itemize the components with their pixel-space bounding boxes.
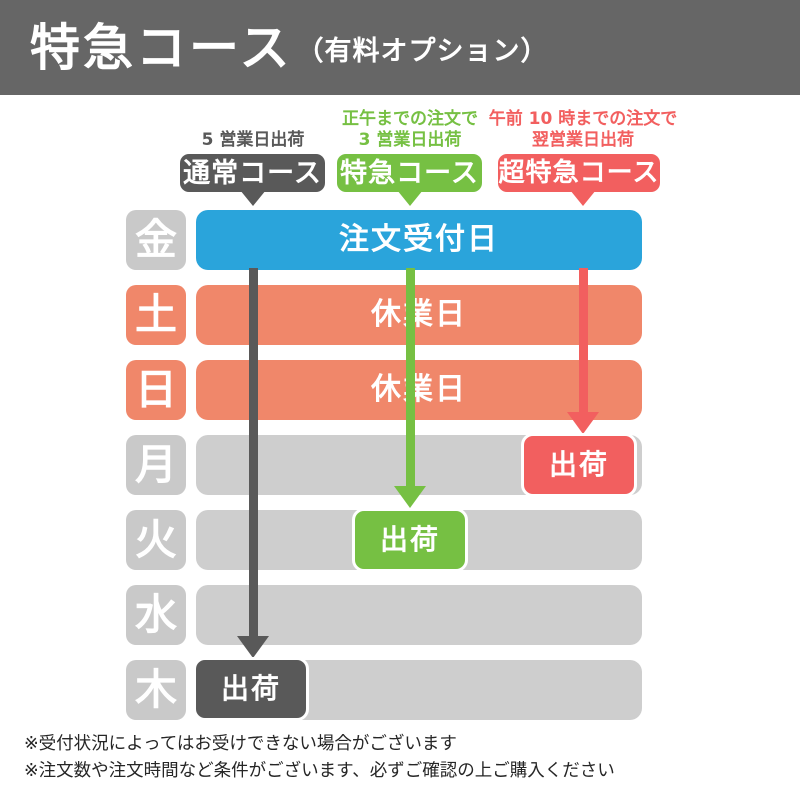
note-express-line1: 正午までの注文で (342, 109, 478, 129)
day-label-saturday: 土 (126, 285, 186, 345)
arrow-shaft-normal (249, 268, 258, 636)
ship-badge-monday: 出荷 (521, 433, 637, 497)
note-express-line2: 3 営業日出荷 (358, 130, 462, 150)
ship-badge-tuesday: 出荷 (352, 508, 468, 572)
day-label-sunday: 日 (126, 360, 186, 420)
page-title: 特急コース (30, 18, 293, 77)
closed-day-bar-saturday: 休業日 (196, 285, 642, 345)
weekday-bar-wednesday (196, 585, 642, 645)
arrow-head-super-express (567, 412, 599, 434)
arrow-head-normal (237, 636, 269, 658)
note-super-line1: 午前 10 時までの注文で (488, 109, 678, 129)
day-label-wednesday: 水 (126, 585, 186, 645)
closed-day-bar-sunday: 休業日 (196, 360, 642, 420)
footer-note-1: ※受付状況によってはお受けできない場合がございます (24, 734, 457, 754)
bubble-tail-normal (240, 190, 266, 206)
order-reception-bar: 注文受付日 (196, 210, 642, 270)
page-title-suffix: （有料オプション） (296, 36, 549, 67)
note-super-line2: 翌営業日出荷 (532, 130, 634, 150)
arrow-shaft-super-express (579, 268, 588, 412)
day-label-thursday: 木 (126, 660, 186, 720)
bubble-super-express-course: 超特急コース (498, 154, 660, 192)
ship-badge-thursday: 出荷 (193, 657, 309, 721)
footer-note-2: ※注文数や注文時間など条件がございます、必ずご確認の上ご購入ください (24, 761, 615, 781)
bubble-tail-super-express (570, 190, 596, 206)
note-super-express-course: 午前 10 時までの注文で 翌営業日出荷 (463, 109, 703, 151)
bubble-tail-express (397, 190, 423, 206)
day-label-friday: 金 (126, 210, 186, 270)
arrow-head-express (394, 486, 426, 508)
note-express-course: 正午までの注文で 3 営業日出荷 (300, 109, 520, 151)
bubble-express-course: 特急コース (337, 154, 482, 192)
day-label-tuesday: 火 (126, 510, 186, 570)
note-normal-line1: 5 営業日出荷 (201, 130, 305, 150)
bubble-normal-course: 通常コース (180, 154, 325, 192)
day-label-monday: 月 (126, 435, 186, 495)
note-normal-course: 5 営業日出荷 (153, 130, 353, 151)
arrow-shaft-express (406, 268, 415, 486)
header-banner: 特急コース （有料オプション） (0, 0, 800, 95)
footer-notes: ※受付状況によってはお受けできない場合がございます ※注文数や注文時間など条件が… (24, 731, 615, 785)
